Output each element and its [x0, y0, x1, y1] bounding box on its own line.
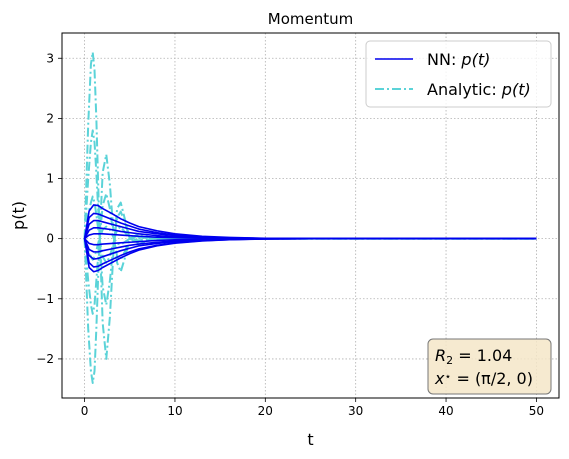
x-tick-label: 10	[167, 404, 182, 418]
plot-frame	[61, 32, 560, 399]
y-tick-label: 1	[46, 172, 54, 186]
legend-label: NN: p(t)	[427, 50, 490, 69]
annotation-box: R2 = 1.04 x⋆ = (π/2, 0)	[427, 338, 552, 395]
y-tick-label: 2	[46, 111, 54, 125]
x-axis-label: t	[307, 430, 313, 449]
legend-frame	[365, 40, 552, 108]
annotation-frame	[427, 338, 552, 395]
legend: NN: p(t) Analytic: p(t)	[365, 40, 552, 108]
analytic-series-line	[83, 195, 537, 264]
x-tick-label: 20	[258, 404, 273, 418]
x-tick-label: 0	[81, 404, 89, 418]
legend-label: Analytic: p(t)	[427, 80, 531, 99]
y-tick-label: 0	[46, 232, 54, 246]
annotation-line: x⋆ = (π/2, 0)	[434, 369, 533, 388]
annotation-line: R2 = 1.04	[435, 346, 512, 367]
nn-series-line	[83, 237, 537, 273]
y-tick-label: −2	[36, 352, 54, 366]
y-axis-label: p(t)	[9, 201, 28, 230]
y-tick-label: −1	[36, 292, 54, 306]
series-group	[83, 51, 537, 384]
y-tick-label: 3	[46, 51, 54, 65]
x-tick-label: 30	[348, 404, 363, 418]
axis-ticks: 0 10 20 30 40 50 −2 −1 0 1 2 3	[36, 51, 544, 418]
x-tick-label: 40	[438, 404, 453, 418]
x-tick-label: 50	[529, 404, 544, 418]
chart-title: Momentum	[268, 10, 353, 28]
